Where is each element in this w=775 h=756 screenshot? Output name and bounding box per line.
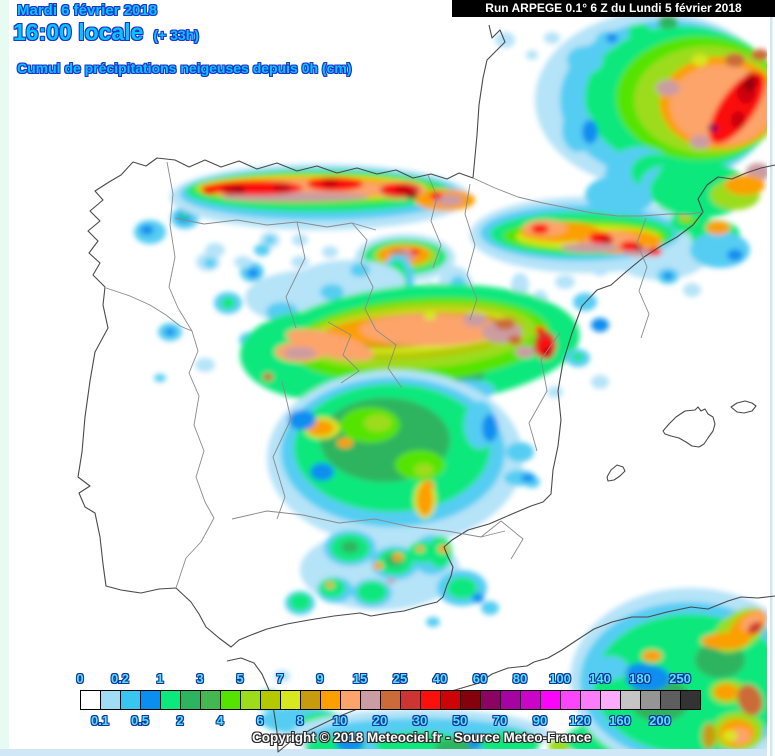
legend-cell <box>101 691 121 709</box>
legend-tick-label: 90 <box>532 713 548 728</box>
coastlines <box>77 24 775 753</box>
legend-cell <box>181 691 201 709</box>
interior-borders <box>105 161 704 589</box>
legend-tick-label: 10 <box>332 713 348 728</box>
forecast-offset: (+ 33h) <box>153 27 199 43</box>
legend-tick-label: 70 <box>492 713 508 728</box>
legend-cell <box>221 691 241 709</box>
legend-cell <box>441 691 461 709</box>
legend-cell <box>621 691 641 709</box>
legend-tick-label: 120 <box>569 713 591 728</box>
legend-cell <box>201 691 221 709</box>
date-label: Mardi 6 février 2018 <box>17 2 158 19</box>
legend-tick-label: 2 <box>176 713 184 728</box>
legend-cell <box>581 691 601 709</box>
parameter-title: Cumul de précipitations neigeuses depuis… <box>17 60 352 76</box>
legend-tick-label: 1 <box>156 671 164 686</box>
legend-cell <box>601 691 621 709</box>
legend-tick-label: 15 <box>352 671 368 686</box>
legend-tick-label: 0 <box>76 671 84 686</box>
legend-cell <box>261 691 281 709</box>
legend-tick-label: 60 <box>472 671 488 686</box>
legend-cell <box>241 691 261 709</box>
legend-cell <box>641 691 661 709</box>
legend-cell <box>321 691 341 709</box>
legend-cell <box>681 691 700 709</box>
legend-tick-label: 200 <box>649 713 671 728</box>
legend-tick-label: 0.1 <box>90 713 110 728</box>
legend-cell <box>121 691 141 709</box>
legend-tick-label: 180 <box>629 671 651 686</box>
time-value: 16:00 locale <box>13 19 144 45</box>
legend-cell <box>361 691 381 709</box>
legend-cell <box>481 691 501 709</box>
legend-cell <box>501 691 521 709</box>
legend-cell <box>541 691 561 709</box>
legend-tick-label: 100 <box>549 671 571 686</box>
legend-cell <box>341 691 361 709</box>
legend-tick-label: 5 <box>236 671 244 686</box>
legend-tick-label: 6 <box>256 713 264 728</box>
legend-tick-label: 80 <box>512 671 528 686</box>
legend-cell <box>161 691 181 709</box>
legend-tick-label: 160 <box>609 713 631 728</box>
legend-cell <box>661 691 681 709</box>
legend-tick-label: 20 <box>372 713 388 728</box>
legend-tick-label: 3 <box>196 671 204 686</box>
domain-edge-left <box>0 0 9 756</box>
legend-tick-label: 140 <box>589 671 611 686</box>
legend-tick-label: 30 <box>412 713 428 728</box>
run-info-bar: Run ARPEGE 0.1° 6 Z du Lundi 5 février 2… <box>452 0 775 17</box>
legend-tick-label: 9 <box>316 671 324 686</box>
legend-cell <box>561 691 581 709</box>
legend-tick-label: 7 <box>276 671 284 686</box>
legend-cell <box>401 691 421 709</box>
legend-cell <box>381 691 401 709</box>
color-scale-legend: 0 0.2 1 3 5 7 9 15 25 40 60 80 100 140 180 250 0.1 0.5 2 4… <box>76 671 702 729</box>
domain-edge-right-line <box>770 17 773 756</box>
copyright-label: Copyright © 2018 Meteociel.fr - Source M… <box>252 730 592 745</box>
legend-tick-label: 0.2 <box>110 671 130 686</box>
legend-tick-label: 0.5 <box>130 713 150 728</box>
legend-tick-label: 25 <box>392 671 408 686</box>
legend-cell <box>141 691 161 709</box>
legend-tick-label: 40 <box>432 671 448 686</box>
legend-cell <box>281 691 301 709</box>
legend-cells <box>80 690 701 710</box>
legend-tick-label: 50 <box>452 713 468 728</box>
legend-cell <box>421 691 441 709</box>
domain-edge-bottom <box>0 749 767 756</box>
legend-tick-label: 8 <box>296 713 304 728</box>
legend-cell <box>301 691 321 709</box>
legend-cell <box>81 691 101 709</box>
legend-tick-label: 4 <box>216 713 224 728</box>
legend-cell <box>461 691 481 709</box>
valid-time-label: 16:00 locale (+ 33h) <box>13 19 199 46</box>
legend-tick-label: 250 <box>669 671 691 686</box>
legend-cell <box>521 691 541 709</box>
